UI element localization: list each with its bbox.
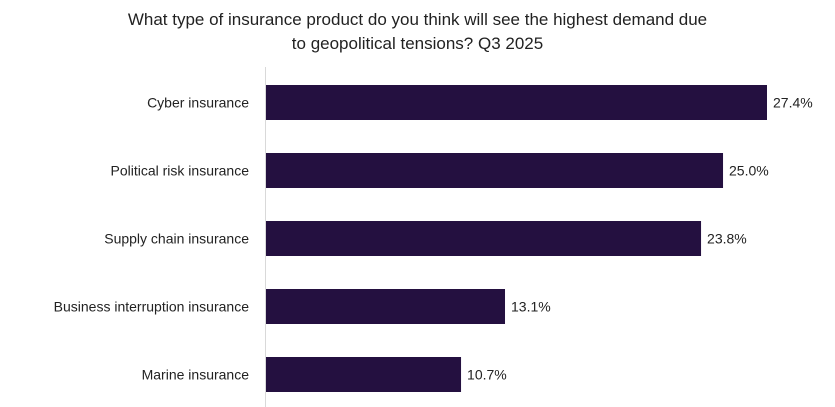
- chart-title: What type of insurance product do you th…: [0, 8, 835, 56]
- category-label: Marine insurance: [142, 367, 250, 383]
- category-label: Political risk insurance: [111, 163, 250, 179]
- category-label: Business interruption insurance: [54, 299, 250, 315]
- bar: [265, 85, 767, 120]
- data-label: 23.8%: [707, 231, 747, 247]
- bar: [265, 357, 462, 392]
- bar: [265, 289, 506, 324]
- bar: [265, 153, 724, 188]
- data-label: 13.1%: [511, 299, 551, 315]
- bar: [265, 221, 702, 256]
- chart-title-line-1: What type of insurance product do you th…: [127, 10, 708, 29]
- category-label: Cyber insurance: [147, 95, 249, 111]
- data-label: 25.0%: [729, 163, 769, 179]
- chart-title-line-2: to geopolitical tensions? Q3 2025: [291, 34, 544, 53]
- data-label: 10.7%: [467, 367, 507, 383]
- category-label: Supply chain insurance: [104, 231, 249, 247]
- data-label: 27.4%: [773, 95, 813, 111]
